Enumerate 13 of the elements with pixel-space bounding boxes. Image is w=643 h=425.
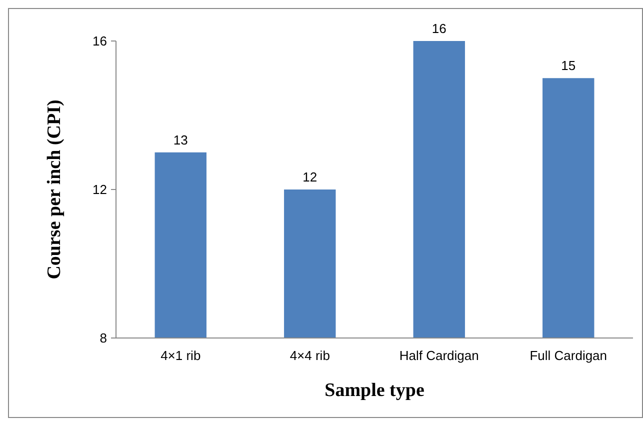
data-label: 12 [302, 170, 318, 184]
x-tick-label: Half Cardigan [399, 348, 479, 363]
y-tick-label: 12 [92, 182, 107, 198]
x-tick-label: Full Cardigan [530, 348, 608, 363]
y-tick-label: 8 [100, 330, 107, 346]
data-label: 16 [432, 21, 446, 36]
y-tick-label: 16 [92, 34, 107, 49]
data-label: 13 [173, 132, 188, 148]
x-axis-title: Sample type [324, 380, 424, 401]
y-axis-title: Course per inch (CPI) [44, 100, 65, 280]
data-label: 15 [561, 58, 576, 74]
x-tick-label: 4×4 rib [290, 348, 330, 363]
x-tick-label: 4×1 rib [160, 348, 201, 363]
